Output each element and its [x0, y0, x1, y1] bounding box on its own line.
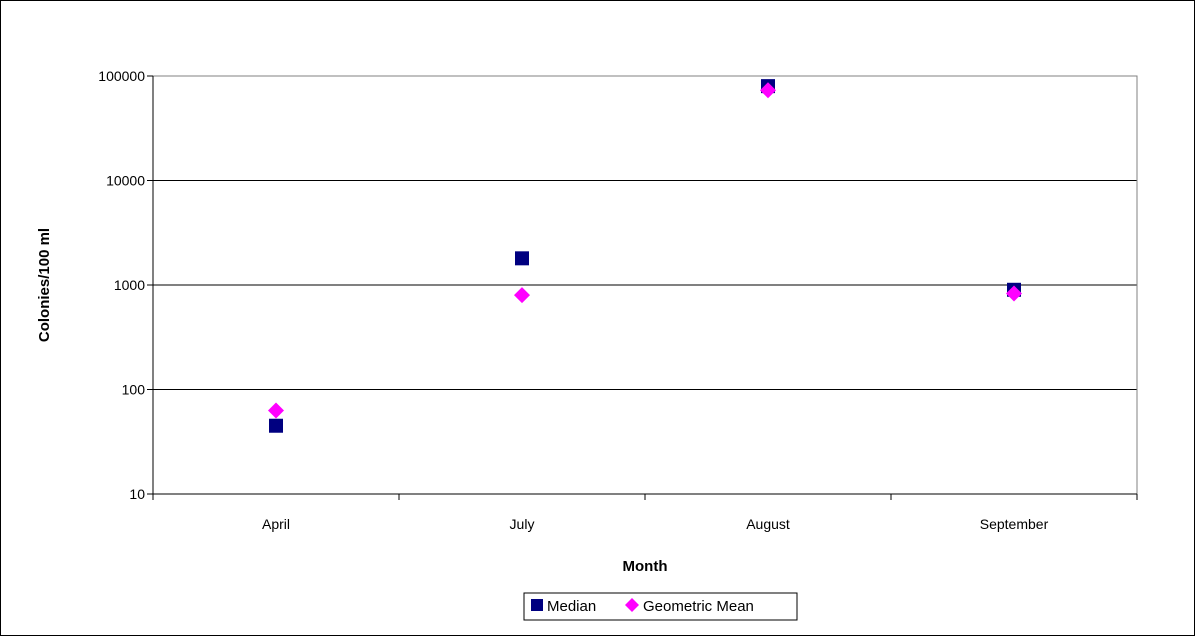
y-tick-label: 10000 [106, 173, 145, 189]
geometric-mean-point [1006, 285, 1022, 302]
legend: Median Geometric Mean [523, 592, 798, 621]
legend-box [523, 592, 798, 621]
legend-geometric-mean-label: Geometric Mean [643, 598, 754, 615]
x-tick-label: September [980, 516, 1049, 532]
median-point [515, 251, 529, 266]
y-axis-ticks: 10 100 1000 10000 100000 [98, 68, 153, 502]
data-points [268, 79, 1022, 433]
legend-median-marker [531, 599, 543, 611]
y-tick-label: 100000 [98, 68, 145, 84]
geometric-mean-point [268, 402, 284, 419]
y-axis-title: Colonies/100 ml [36, 228, 53, 342]
geometric-mean-point [760, 82, 776, 99]
median-point [269, 418, 283, 433]
legend-geometric-mean-marker [625, 598, 639, 612]
gridlines [153, 180, 1137, 390]
geometric-mean-point [514, 287, 530, 304]
legend-median-label: Median [547, 598, 596, 615]
x-tick-label: July [510, 516, 535, 532]
y-tick-label: 10 [129, 486, 145, 502]
x-axis-ticks: April July August September [152, 494, 1138, 532]
x-tick-label: August [746, 516, 790, 532]
y-tick-label: 1000 [114, 277, 145, 293]
x-axis-title: Month [623, 558, 668, 575]
y-tick-label: 100 [122, 382, 146, 398]
x-tick-label: April [262, 516, 290, 532]
